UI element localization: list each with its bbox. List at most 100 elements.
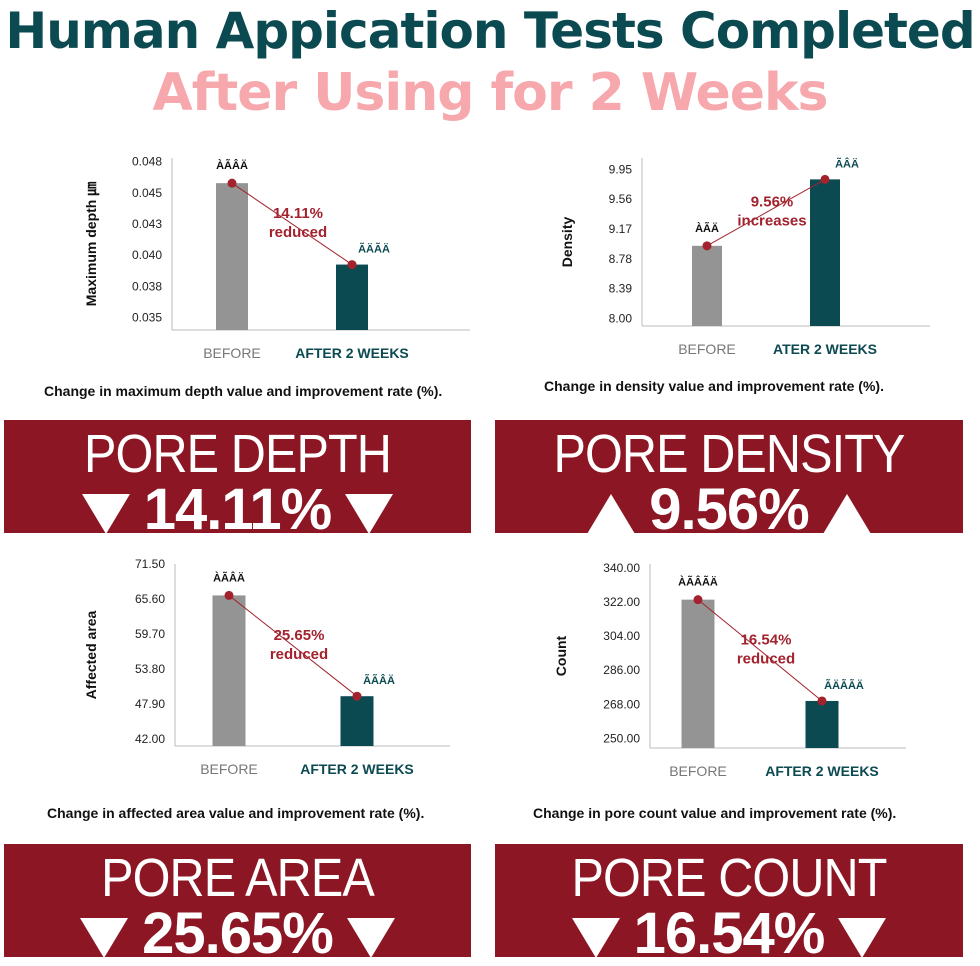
data-label: ÃÃÂÄ <box>363 674 395 687</box>
change-connector-line <box>706 178 826 247</box>
y-tick-label: 9.17 <box>609 222 633 236</box>
y-tick-label: 71.50 <box>135 557 165 571</box>
chart-density: 9.95 9.56 9.17 8.78 8.39 8.00 Density ÀÃÄ ÃÂÄ 9.5… <box>490 140 980 370</box>
x-category-label: AFTER 2 WEEKS <box>765 763 879 779</box>
up-arrow-icon <box>587 493 636 534</box>
change-connector-line <box>231 182 353 265</box>
bar-after <box>336 264 368 330</box>
down-arrow-icon <box>80 917 129 958</box>
bar-after <box>810 179 840 326</box>
x-category-label: AFTER 2 WEEKS <box>295 345 409 361</box>
banner-pore-density-title: PORE DENSITY <box>553 424 905 484</box>
change-direction-label: reduced <box>270 646 328 663</box>
data-point-marker <box>702 241 712 251</box>
chart-affected-area-svg: 71.50 65.60 59.70 53.80 47.90 42.00 Affected a… <box>83 557 450 777</box>
chart-max-depth-svg: 0.048 0.045 0.043 0.040 0.038 0.035 Maximum de… <box>83 155 470 361</box>
bar-before <box>692 245 722 326</box>
y-tick-label: 0.038 <box>132 279 162 293</box>
data-label: ÃÂÄ <box>835 157 859 170</box>
data-label: ÃÄÃÃÄ <box>824 679 864 692</box>
x-category-label: BEFORE <box>669 763 727 779</box>
down-arrow-icon <box>345 493 394 534</box>
y-tick-label: 340.00 <box>603 561 640 575</box>
y-tick-label: 304.00 <box>603 629 640 643</box>
down-arrow-icon <box>346 917 395 958</box>
y-tick-label: 8.00 <box>609 311 633 325</box>
y-axis-label: Density <box>559 217 575 268</box>
y-tick-label: 322.00 <box>603 595 640 609</box>
data-label: ÀÃÂÄ <box>213 571 245 584</box>
change-direction-label: reduced <box>269 224 327 241</box>
x-category-label: BEFORE <box>203 345 261 361</box>
data-point-marker <box>352 691 362 701</box>
y-tick-label: 47.90 <box>135 697 165 711</box>
data-point-marker <box>224 590 234 600</box>
change-percent-label: 25.65% <box>274 627 325 644</box>
banner-pore-depth: PORE DEPTH 14.11% <box>4 420 471 539</box>
y-tick-label: 8.78 <box>609 252 633 266</box>
y-tick-label: 250.00 <box>603 732 640 746</box>
page-title: Human Appication Tests Completed <box>5 2 975 60</box>
x-category-label: BEFORE <box>200 761 258 777</box>
banner-pore-density: PORE DENSITY 9.56% <box>495 420 963 539</box>
banner-pore-count-value: 16.54% <box>633 901 826 966</box>
data-point-marker <box>347 260 357 270</box>
data-label: ÀÃÂÃÄ <box>678 576 718 589</box>
bar-after <box>340 696 374 746</box>
y-tick-label: 42.00 <box>135 732 165 746</box>
page-subtitle: After Using for 2 Weeks <box>152 63 828 123</box>
chart-caption-area: Change in affected area value and improv… <box>47 805 425 821</box>
data-label: ÀÃÂÄ <box>216 159 248 172</box>
chart-caption-count: Change in pore count value and improveme… <box>533 805 897 821</box>
y-axis-label: Affected area <box>83 610 99 699</box>
x-category-label: ATER 2 WEEKS <box>773 341 877 357</box>
chart-affected-area: 71.50 65.60 59.70 53.80 47.90 42.00 Affected a… <box>0 550 490 790</box>
banner-pore-area-value: 25.65% <box>142 901 334 966</box>
data-label: ÀÃÄ <box>695 222 719 235</box>
y-tick-label: 0.048 <box>132 155 162 169</box>
data-label: ÃÄÃÄ <box>358 243 390 256</box>
y-tick-label: 0.040 <box>132 248 162 262</box>
bar-before <box>681 599 715 748</box>
data-point-marker <box>820 174 830 184</box>
chart-pore-count: 340.00 322.00 304.00 286.00 268.00 250.00 Coun… <box>490 550 980 790</box>
chart-pore-count-svg: 340.00 322.00 304.00 286.00 268.00 250.00 Coun… <box>553 561 906 779</box>
change-connector-line <box>697 599 823 702</box>
x-category-label: AFTER 2 WEEKS <box>300 761 414 777</box>
y-tick-label: 59.70 <box>135 627 165 641</box>
banner-pore-area-title: PORE AREA <box>101 848 375 908</box>
data-point-marker <box>817 696 827 706</box>
bar-before <box>212 595 246 746</box>
y-tick-label: 268.00 <box>603 697 640 711</box>
y-tick-label: 53.80 <box>135 662 165 676</box>
bar-after <box>805 700 839 748</box>
y-tick-label: 65.60 <box>135 592 165 606</box>
y-tick-label: 8.39 <box>609 282 633 296</box>
down-arrow-icon <box>571 917 620 958</box>
down-arrow-icon <box>81 493 130 534</box>
banner-pore-density-value: 9.56% <box>649 477 809 542</box>
banner-pore-area: PORE AREA 25.65% <box>4 844 471 963</box>
y-tick-label: 0.045 <box>132 186 162 200</box>
change-percent-label: 9.56% <box>751 194 794 211</box>
y-tick-label: 9.56 <box>609 192 633 206</box>
chart-caption-depth: Change in maximum depth value and improv… <box>44 383 443 399</box>
chart-caption-density: Change in density value and improvement … <box>544 378 884 394</box>
up-arrow-icon <box>822 493 871 534</box>
change-direction-label: increases <box>737 213 806 230</box>
data-point-marker <box>227 178 237 188</box>
x-category-label: BEFORE <box>678 341 736 357</box>
chart-max-depth: 0.048 0.045 0.043 0.040 0.038 0.035 Maximum de… <box>0 140 490 370</box>
y-tick-label: 286.00 <box>603 663 640 677</box>
change-connector-line <box>228 595 358 697</box>
change-direction-label: reduced <box>737 650 795 667</box>
banner-pore-count-title: PORE COUNT <box>571 848 887 908</box>
bar-before <box>216 183 248 330</box>
y-axis-label: Maximum depth ㎛ <box>83 182 101 306</box>
down-arrow-icon <box>838 917 887 958</box>
y-tick-label: 0.035 <box>132 311 162 325</box>
chart-density-svg: 9.95 9.56 9.17 8.78 8.39 8.00 Density ÀÃÄ ÃÂÄ 9.5… <box>559 157 930 357</box>
banner-pore-depth-title: PORE DEPTH <box>84 424 392 484</box>
change-percent-label: 14.11% <box>273 205 323 222</box>
y-axis-label: Count <box>553 635 569 676</box>
